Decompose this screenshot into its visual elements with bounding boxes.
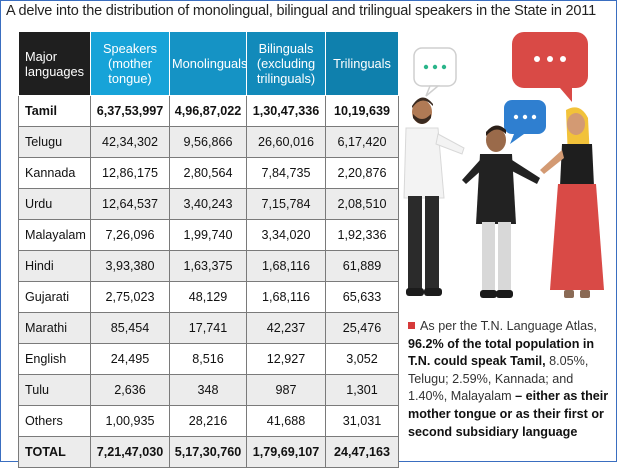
bullet-square-icon xyxy=(408,322,415,329)
value-cell: 7,84,735 xyxy=(246,157,326,189)
speech-bubble-blue-icon xyxy=(504,100,546,144)
table-row: Hindi 3,93,380 1,63,375 1,68,116 61,889 xyxy=(18,250,399,282)
person-man-black-shirt-icon xyxy=(462,125,540,298)
value-cell: 7,26,096 xyxy=(90,219,170,251)
note-dash: – either as their mother tongue or as th… xyxy=(408,389,609,439)
value-cell: 1,79,69,107 xyxy=(246,436,326,468)
value-cell: 2,08,510 xyxy=(325,188,399,220)
note-emphasis: 96.2% of the total population in T.N. co… xyxy=(408,336,595,369)
value-cell: 7,21,47,030 xyxy=(90,436,170,468)
value-cell: 6,17,420 xyxy=(325,126,399,158)
value-cell: 12,86,175 xyxy=(90,157,170,189)
speech-bubble-red-icon xyxy=(512,32,588,102)
value-cell: 4,96,87,022 xyxy=(169,95,247,127)
value-cell: 24,495 xyxy=(90,343,170,375)
headline: A delve into the distribution of monolin… xyxy=(6,3,596,19)
value-cell: 7,15,784 xyxy=(246,188,326,220)
table-row: Tulu 2,636 348 987 1,301 xyxy=(18,374,399,406)
value-cell: 65,633 xyxy=(325,281,399,313)
header-language: Major languages xyxy=(18,31,91,96)
people-talking-illustration xyxy=(400,28,610,308)
table-row: Tamil 6,37,53,997 4,96,87,022 1,30,47,336 10… xyxy=(18,95,399,127)
note-lead: As per the T.N. Language Atlas, xyxy=(420,319,597,333)
person-woman-red-skirt-icon xyxy=(540,107,604,298)
language-name-cell: Urdu xyxy=(18,188,91,220)
table-row: TOTAL 7,21,47,030 5,17,30,760 1,79,69,107 24… xyxy=(18,436,399,468)
language-name-cell: Gujarati xyxy=(18,281,91,313)
value-cell: 348 xyxy=(169,374,247,406)
header-speakers: Speakers (mother tongue) xyxy=(90,31,170,96)
value-cell: 12,927 xyxy=(246,343,326,375)
language-name-cell: Kannada xyxy=(18,157,91,189)
value-cell: 24,47,163 xyxy=(325,436,399,468)
language-name-cell: Telugu xyxy=(18,126,91,158)
speech-bubble-left-icon xyxy=(413,47,457,97)
value-cell: 1,68,116 xyxy=(246,250,326,282)
value-cell: 987 xyxy=(246,374,326,406)
value-cell: 6,37,53,997 xyxy=(90,95,170,127)
value-cell: 3,93,380 xyxy=(90,250,170,282)
value-cell: 25,476 xyxy=(325,312,399,344)
value-cell: 9,56,866 xyxy=(169,126,247,158)
header-monolinguals: Monolinguals xyxy=(169,31,247,96)
value-cell: 2,80,564 xyxy=(169,157,247,189)
table-header-row: Major languages Speakers (mother tongue)… xyxy=(18,31,399,96)
table-row: Others 1,00,935 28,216 41,688 31,031 xyxy=(18,405,399,437)
value-cell: 1,00,935 xyxy=(90,405,170,437)
note-rest: 8.05%, Telugu; 2.59%, Kannada; and 1.40%… xyxy=(408,354,589,404)
value-cell: 42,34,302 xyxy=(90,126,170,158)
table-row: Marathi 85,454 17,741 42,237 25,476 xyxy=(18,312,399,344)
value-cell: 8,516 xyxy=(169,343,247,375)
value-cell: 1,99,740 xyxy=(169,219,247,251)
language-name-cell: Tamil xyxy=(18,95,91,127)
value-cell: 1,301 xyxy=(325,374,399,406)
value-cell: 28,216 xyxy=(169,405,247,437)
person-man-white-shirt-icon xyxy=(403,97,465,296)
value-cell: 41,688 xyxy=(246,405,326,437)
language-name-cell: English xyxy=(18,343,91,375)
language-atlas-note: As per the T.N. Language Atlas, 96.2% of… xyxy=(408,318,613,441)
table-row: English 24,495 8,516 12,927 3,052 xyxy=(18,343,399,375)
language-name-cell: TOTAL xyxy=(18,436,91,468)
value-cell: 26,60,016 xyxy=(246,126,326,158)
value-cell: 61,889 xyxy=(325,250,399,282)
value-cell: 3,34,020 xyxy=(246,219,326,251)
language-name-cell: Others xyxy=(18,405,91,437)
table-row: Telugu 42,34,302 9,56,866 26,60,016 6,17,420 xyxy=(18,126,399,158)
value-cell: 1,68,116 xyxy=(246,281,326,313)
language-table: Major languages Speakers (mother tongue)… xyxy=(18,31,399,468)
table-row: Urdu 12,64,537 3,40,243 7,15,784 2,08,510 xyxy=(18,188,399,220)
value-cell: 48,129 xyxy=(169,281,247,313)
table-row: Kannada 12,86,175 2,80,564 7,84,735 2,20,876 xyxy=(18,157,399,189)
value-cell: 1,63,375 xyxy=(169,250,247,282)
language-name-cell: Tulu xyxy=(18,374,91,406)
value-cell: 17,741 xyxy=(169,312,247,344)
table-row: Gujarati 2,75,023 48,129 1,68,116 65,633 xyxy=(18,281,399,313)
value-cell: 2,75,023 xyxy=(90,281,170,313)
table-row: Malayalam 7,26,096 1,99,740 3,34,020 1,92,33… xyxy=(18,219,399,251)
language-name-cell: Marathi xyxy=(18,312,91,344)
value-cell: 3,052 xyxy=(325,343,399,375)
value-cell: 2,636 xyxy=(90,374,170,406)
header-bilinguals: Bilinguals (excluding trilinguals) xyxy=(246,31,326,96)
value-cell: 2,20,876 xyxy=(325,157,399,189)
value-cell: 3,40,243 xyxy=(169,188,247,220)
header-trilinguals: Trilinguals xyxy=(325,31,399,96)
value-cell: 85,454 xyxy=(90,312,170,344)
value-cell: 1,92,336 xyxy=(325,219,399,251)
value-cell: 5,17,30,760 xyxy=(169,436,247,468)
language-name-cell: Malayalam xyxy=(18,219,91,251)
value-cell: 42,237 xyxy=(246,312,326,344)
value-cell: 10,19,639 xyxy=(325,95,399,127)
table-body: Tamil 6,37,53,997 4,96,87,022 1,30,47,336 10… xyxy=(18,95,399,468)
value-cell: 1,30,47,336 xyxy=(246,95,326,127)
language-name-cell: Hindi xyxy=(18,250,91,282)
value-cell: 31,031 xyxy=(325,405,399,437)
value-cell: 12,64,537 xyxy=(90,188,170,220)
